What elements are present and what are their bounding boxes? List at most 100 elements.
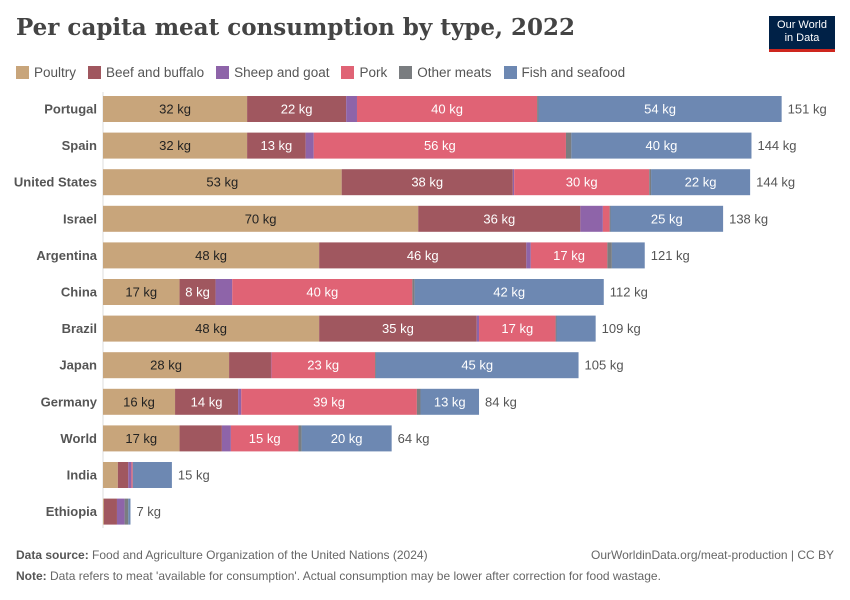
bar-segment [649,169,652,196]
category-label: Germany [41,394,98,409]
bar-segment [512,169,515,196]
bar-segment [179,425,222,452]
segment-label: 16 kg [123,394,155,409]
chart-title: Per capita meat consumption by type, 202… [16,14,575,41]
category-label: China [61,285,98,300]
segment-label: 42 kg [493,285,525,300]
bar-segment [537,96,539,122]
segment-label: 14 kg [191,394,223,409]
bar-segment [103,96,248,122]
bar-segment [103,205,419,232]
total-label: 151 kg [788,102,827,117]
category-label: Brazil [62,321,97,336]
legend-label: Sheep and goat [234,65,330,80]
legend-item[interactable]: Sheep and goat [216,65,329,80]
segment-label: 22 kg [685,175,717,190]
segment-label: 25 kg [651,211,683,226]
bar-segment [418,205,581,232]
segment-label: 46 kg [407,248,439,263]
bar-segment [247,96,347,122]
source-link[interactable]: OurWorldinData.org/meat-production | CC … [591,548,834,562]
bar-segment [580,205,603,232]
bar-segment [305,132,314,159]
segment-label: 15 kg [249,431,281,446]
total-label: 121 kg [651,248,690,263]
note-label: Note: [16,569,47,583]
legend: Poultry Beef and buffalo Sheep and goat Por… [16,65,625,80]
bar-segment [319,315,477,342]
segment-label: 13 kg [434,394,466,409]
bar-segment [179,279,216,305]
segment-label: 30 kg [566,175,598,190]
legend-item[interactable]: Pork [341,65,387,80]
bar-segment [341,169,513,196]
owid-logo[interactable]: Our World in Data [769,16,835,52]
bar-segment [271,352,375,379]
segment-label: 17 kg [553,248,585,263]
total-label: 64 kg [398,431,430,446]
bar-segment [116,498,125,525]
segment-label: 32 kg [159,138,191,153]
legend-label: Other meats [417,65,492,80]
segment-label: 40 kg [646,138,678,153]
bar-segment [131,462,133,488]
category-label: Ethiopia [46,504,98,519]
source-label: Data source: [16,548,89,562]
bar-segment [375,352,579,379]
bar-segment [103,279,180,305]
category-label: United States [14,175,97,190]
bar-segment [412,279,415,305]
bar-segment [229,352,271,379]
bar-segment [132,462,172,488]
bar-segment [346,96,357,122]
bar-segment [238,388,242,415]
bar-segment [103,498,117,525]
bar-segment [602,205,610,232]
segment-label: 17 kg [501,321,533,336]
bar-segment [247,132,306,159]
bar-segment [215,279,233,305]
total-label: 105 kg [585,358,624,373]
legend-item[interactable]: Poultry [16,65,76,80]
legend-item[interactable]: Other meats [399,65,492,80]
note-text: Data refers to meat 'available for consu… [50,569,661,583]
legend-item[interactable]: Beef and buffalo [88,65,204,80]
bar-segment [414,279,604,305]
segment-label: 36 kg [483,211,515,226]
legend-item[interactable]: Fish and seafood [503,65,625,80]
category-label: World [60,431,97,446]
bar-segment [103,462,118,488]
category-label: India [67,468,98,483]
bar-segment [103,132,248,159]
bar-segment [555,315,557,342]
bar-segment [221,425,231,452]
bar-segment [565,132,572,159]
segment-label: 38 kg [411,175,443,190]
segment-label: 40 kg [431,102,463,117]
total-label: 144 kg [756,175,795,190]
segment-label: 32 kg [159,102,191,117]
bar-segment [128,498,131,525]
bar-segment [301,425,392,452]
bar-segment [128,462,132,488]
bar-segment [232,279,413,305]
chart-area: Portugal 32 kg 22 kg 40 kg 54 kg 151 kg Spain 3… [14,92,827,528]
bar-segment [313,132,566,159]
category-label: Spain [62,138,97,153]
segment-label: 13 kg [260,138,292,153]
bar-segment [375,352,376,379]
total-label: 15 kg [178,468,210,483]
segment-label: 35 kg [382,321,414,336]
bar-segment [611,242,645,269]
segment-label: 40 kg [306,285,338,300]
bar-segment [607,242,612,269]
bar-segment [538,96,782,122]
total-label: 144 kg [757,138,796,153]
bar-segment [124,498,129,525]
bar-segment [103,169,342,196]
bar-segment [571,132,752,159]
total-label: 84 kg [485,394,517,409]
source-text: Food and Agriculture Organization of the… [92,548,428,562]
legend-swatch [341,66,355,79]
bar-segment [103,388,176,415]
